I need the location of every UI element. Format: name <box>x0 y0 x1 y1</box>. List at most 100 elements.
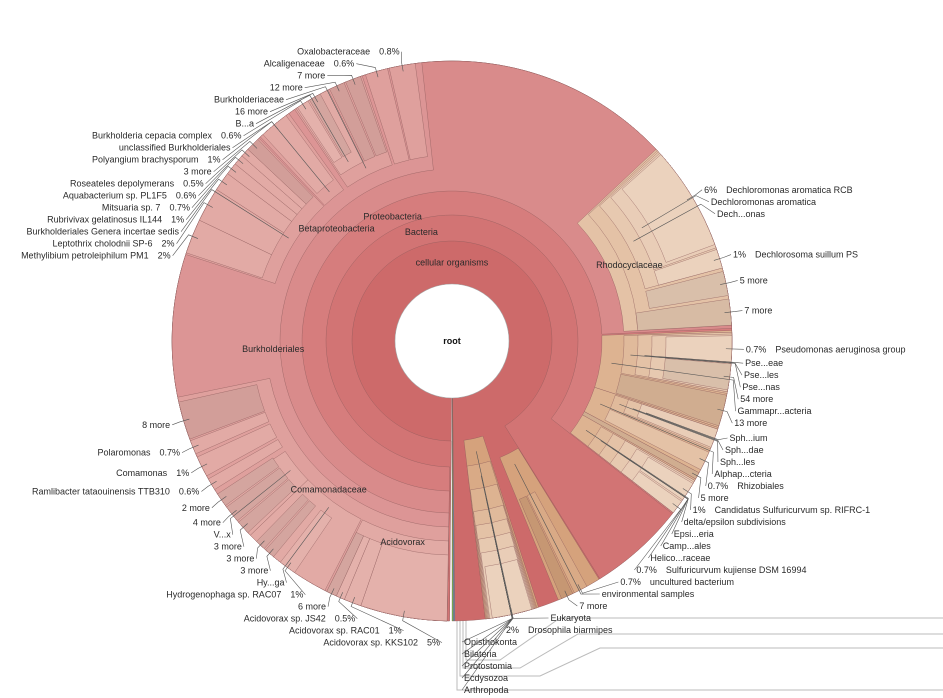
label-part: Comamonas <box>116 468 168 478</box>
collapsed-node-wedge[interactable] <box>615 373 727 427</box>
leaf-label: Mitsuaria sp. 7 0.7% <box>102 203 190 213</box>
leaf-label: Leptothrix cholodnii SP-6 2% <box>52 239 174 249</box>
label-gap <box>418 638 427 648</box>
leaf-label: Rubrivivax gelatinosus IL144 1% <box>47 215 184 225</box>
leader-line <box>713 254 732 261</box>
node-wedge[interactable] <box>604 408 710 471</box>
collapsed-node-wedge[interactable] <box>256 493 309 550</box>
node-label: Helico...raceae <box>650 553 710 563</box>
key-lines <box>456 612 943 691</box>
leader-line <box>401 51 404 72</box>
label-part: Methylibium petroleiphilum PM1 <box>21 251 149 261</box>
leaf-label: Polyangium brachysporum 1% <box>92 155 221 165</box>
label-part: Ramlibacter tataouinensis TTB310 <box>32 486 170 496</box>
leader-line <box>191 463 208 474</box>
label-gap <box>325 59 334 69</box>
label-gap <box>199 155 208 165</box>
collapsed-node-wedge[interactable] <box>247 138 314 205</box>
collapsed-node-wedge[interactable] <box>645 271 729 309</box>
node-wedge[interactable] <box>280 509 333 573</box>
node-wedge[interactable] <box>639 456 694 501</box>
label-part: 1% <box>171 215 184 225</box>
node-wedge[interactable] <box>388 63 428 161</box>
label-part: 1% <box>733 250 746 260</box>
label-part: 0.7% <box>169 203 190 213</box>
collapsed-node-wedge[interactable] <box>238 479 297 534</box>
node-wedge[interactable] <box>262 115 334 194</box>
node-label: Rhodocyclaceae <box>596 260 663 270</box>
label-gap <box>162 215 171 225</box>
node-label: Protostomia <box>464 661 512 671</box>
leader-line <box>600 403 714 475</box>
leaf-label: Acidovorax sp. RAC01 1% <box>289 626 402 636</box>
node-wedge[interactable] <box>631 471 682 513</box>
node-label: Alphap...cteria <box>714 469 772 479</box>
leader-line <box>176 202 213 244</box>
label-part: 2% <box>506 625 519 635</box>
leaf-label: Oxalobacteraceae 0.8% <box>297 47 400 57</box>
collapsed-node-wedge[interactable] <box>635 298 732 331</box>
node-wedge[interactable] <box>297 100 343 163</box>
label-part: uncultured bacterium <box>650 577 734 587</box>
leader-line <box>255 94 349 162</box>
label-gap <box>519 625 528 635</box>
collapsed-node-wedge[interactable] <box>518 495 574 599</box>
label-gap <box>170 486 179 496</box>
collapsed-node-wedge[interactable] <box>178 384 266 440</box>
collapsed-node-wedge[interactable] <box>326 532 364 597</box>
leaf-label: 0.7% Pseudomonas aeruginosa group <box>746 344 906 354</box>
node-wedge[interactable] <box>365 68 410 165</box>
label-part: Alcaligenaceae <box>264 59 325 69</box>
collapsed-node-label: 13 more <box>734 418 767 428</box>
collapsed-node-wedge[interactable] <box>662 358 732 391</box>
label-gap <box>153 239 162 249</box>
node-wedge[interactable] <box>621 154 716 263</box>
node-wedge[interactable] <box>526 491 588 594</box>
label-gap <box>717 185 726 195</box>
collapsed-node-wedge[interactable] <box>309 93 352 158</box>
collapsed-node-wedge[interactable] <box>217 457 280 506</box>
label-part: 0.7% <box>160 448 181 458</box>
label-part: 0.6% <box>334 59 355 69</box>
leaf-label: Aquabacterium sp. PL1F5 0.6% <box>63 191 197 201</box>
label-part: 1% <box>389 626 402 636</box>
node-label: Comamonadaceae <box>291 484 367 494</box>
label-gap <box>167 468 176 478</box>
label-part: 0.7% <box>620 577 641 587</box>
collapsed-node-wedge[interactable] <box>329 82 376 162</box>
leaf-label: Methylibium petroleiphilum PM1 2% <box>21 251 171 261</box>
collapsed-node-label: 12 more <box>270 83 303 93</box>
label-part: 0.8% <box>379 47 400 57</box>
node-label: Proteobacteria <box>363 211 422 221</box>
node-wedge[interactable] <box>196 423 278 477</box>
leader-line <box>686 189 703 201</box>
collapsed-node-label: 5 more <box>740 275 768 285</box>
node-wedge[interactable] <box>484 559 533 619</box>
node-label: Camp...ales <box>663 541 712 551</box>
key-line <box>456 612 943 691</box>
collapsed-node-wedge[interactable] <box>265 500 316 558</box>
label-part: 0.6% <box>179 486 200 496</box>
node-label: Sph...ium <box>730 433 768 443</box>
leaf-label: Acidovorax sp. JS42 0.5% <box>244 614 356 624</box>
label-part: Aquabacterium sp. PL1F5 <box>63 191 167 201</box>
node-wedge[interactable] <box>208 439 283 490</box>
label-part: 0.6% <box>221 131 242 141</box>
node-wedge[interactable] <box>190 411 270 455</box>
label-part: Rubrivivax gelatinosus IL144 <box>47 215 162 225</box>
label-part: Dechlorosoma suillum PS <box>755 250 858 260</box>
node-label: Bilateria <box>464 649 497 659</box>
node-label: Burkholderiales Genera incertae sedis <box>26 227 179 237</box>
node-wedge[interactable] <box>653 249 723 286</box>
label-part: 0.7% <box>636 565 657 575</box>
label-part: 0.6% <box>176 191 197 201</box>
leader-line <box>641 195 710 229</box>
leader-line <box>619 403 719 463</box>
label-part: Acidovorax sp. JS42 <box>244 614 326 624</box>
leader-line <box>461 543 513 691</box>
leader-line <box>230 470 291 535</box>
leaf-label: Ramlibacter tataouinensis TTB310 0.6% <box>32 486 199 496</box>
collapsed-node-wedge[interactable] <box>345 76 387 157</box>
root-node[interactable] <box>394 283 510 399</box>
wedge-layer <box>171 60 733 622</box>
